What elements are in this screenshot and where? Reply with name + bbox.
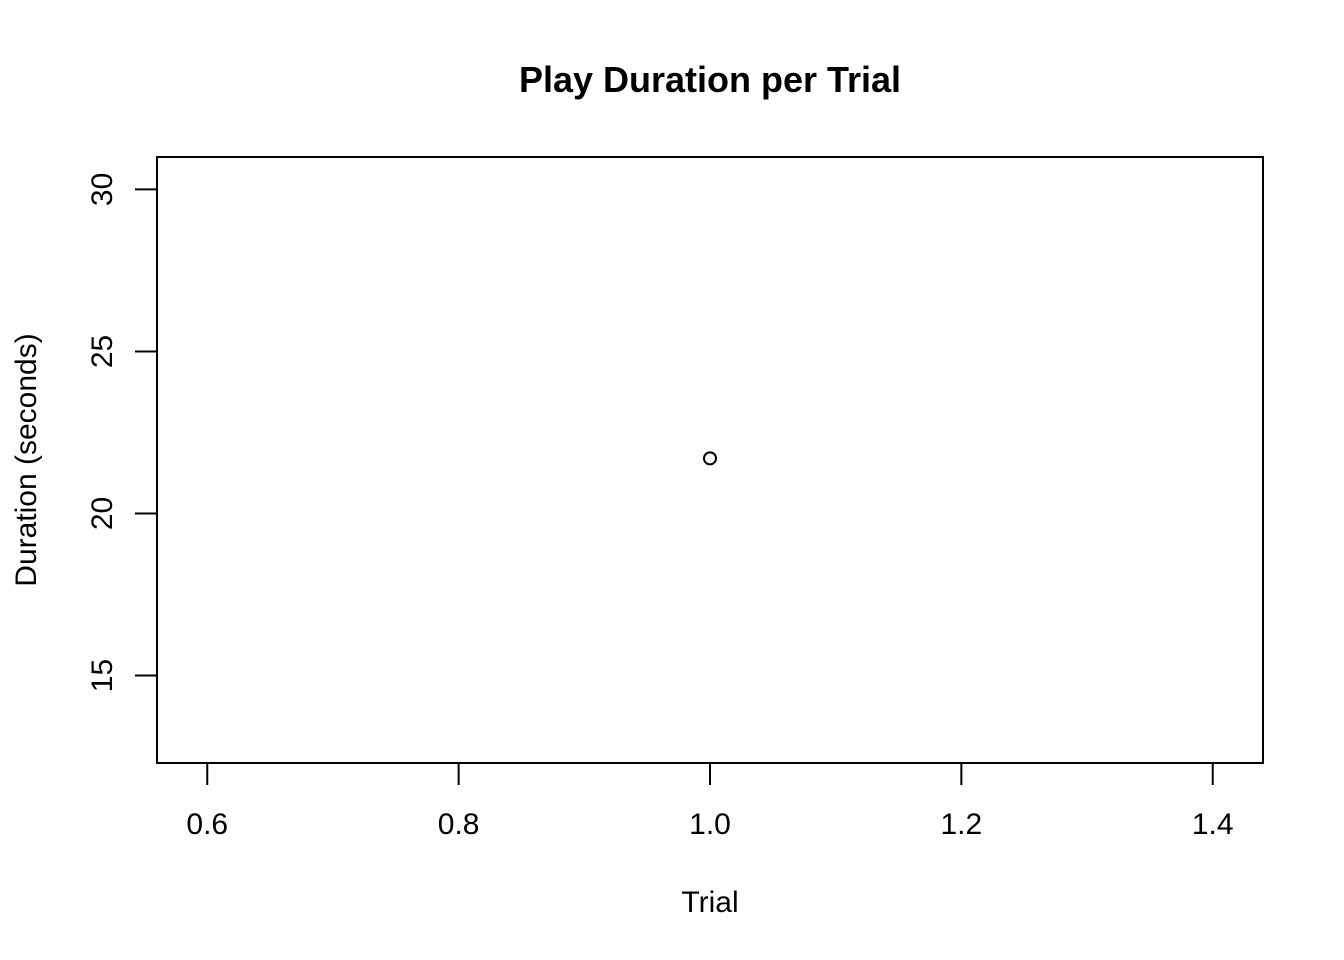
x-tick-label: 0.6 [186,808,228,841]
x-tick-label: 1.4 [1192,808,1234,841]
x-tick-label: 1.2 [941,808,983,841]
y-axis-label: Duration (seconds) [10,333,43,586]
data-points [703,451,717,466]
y-tick-label: 15 [86,659,119,692]
y-tick-label: 20 [86,497,119,530]
chart-title: Play Duration per Trial [519,59,901,100]
y-tick-label: 30 [86,173,119,206]
x-axis-label: Trial [681,886,738,919]
x-tick-label: 1.0 [689,808,731,841]
x-tick-label: 0.8 [438,808,480,841]
x-axis: 0.6 0.8 1.0 1.2 1.4 [186,762,1234,841]
data-point [703,451,717,466]
y-axis: 15 20 25 30 [86,173,158,692]
y-tick-label: 25 [86,335,119,368]
